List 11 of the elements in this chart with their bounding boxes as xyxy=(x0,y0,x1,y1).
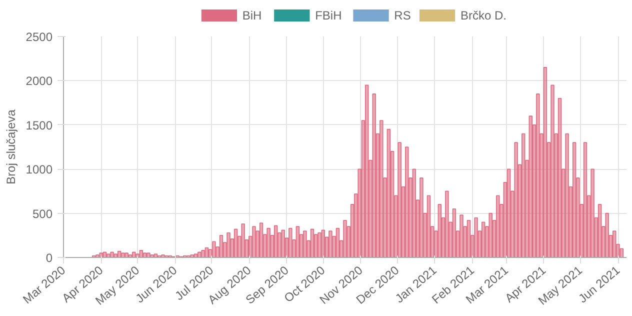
legend-label: RS xyxy=(394,8,411,22)
legend-label: Brčko D. xyxy=(460,8,506,22)
y-tick-label: 1500 xyxy=(26,118,53,132)
y-tick-label: 0 xyxy=(46,251,53,265)
y-axis-title: Broj slučajeva xyxy=(4,109,18,184)
y-tick-label: 1000 xyxy=(26,162,53,177)
legend-label: FBiH xyxy=(315,8,342,22)
y-tick-label: 500 xyxy=(32,206,53,221)
y-tick-label: 2500 xyxy=(26,30,53,44)
legend-label: BiH xyxy=(242,8,262,22)
y-tick-label: 2000 xyxy=(26,74,53,88)
